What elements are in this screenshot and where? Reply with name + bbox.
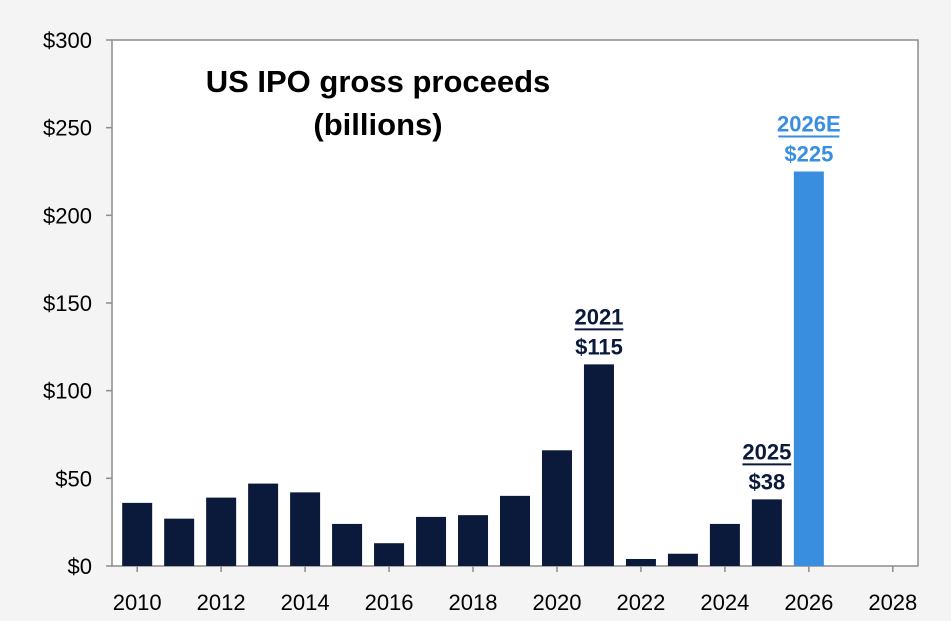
bar-2014 bbox=[290, 492, 321, 566]
bar-2024 bbox=[709, 523, 740, 566]
annotation-label-2026: 2026E bbox=[777, 112, 841, 137]
bar-2023 bbox=[667, 553, 698, 566]
bar-2013 bbox=[248, 483, 279, 566]
x-tick-label: 2016 bbox=[365, 590, 414, 615]
bar-2020 bbox=[541, 450, 572, 566]
annotation-label-2025: 2025 bbox=[742, 439, 791, 464]
bar-2010 bbox=[122, 502, 153, 566]
x-tick-label: 2012 bbox=[197, 590, 246, 615]
x-tick-label: 2022 bbox=[616, 590, 665, 615]
y-tick-label: $100 bbox=[43, 379, 92, 404]
plot-area bbox=[111, 39, 919, 567]
annotations: 2021 $115 2025 $38 2026E $225 bbox=[574, 112, 840, 495]
bar-2012 bbox=[206, 497, 237, 566]
annotation-value-2026: $225 bbox=[784, 142, 833, 167]
bar-2016 bbox=[374, 543, 405, 566]
y-tick-label: $250 bbox=[43, 116, 92, 141]
chart-title: US IPO gross proceeds bbox=[206, 64, 551, 99]
y-tick-label: $200 bbox=[43, 203, 92, 228]
x-tick-label: 2026 bbox=[784, 590, 833, 615]
bar-2017 bbox=[416, 516, 447, 566]
x-tick-label: 2014 bbox=[281, 590, 330, 615]
bars-layer bbox=[122, 171, 824, 566]
x-tick-label: 2018 bbox=[449, 590, 498, 615]
bar-2026 bbox=[793, 171, 824, 566]
bar-2022 bbox=[625, 558, 656, 566]
y-axis: $0 $50 $100 $150 $200 $250 $300 bbox=[43, 28, 112, 579]
x-tick-label: 2020 bbox=[533, 590, 582, 615]
annotation-value-2021: $115 bbox=[575, 334, 623, 359]
x-tick-label: 2028 bbox=[868, 590, 917, 615]
chart-subtitle: (billions) bbox=[313, 107, 442, 142]
y-tick-label: $300 bbox=[43, 28, 92, 53]
bar-2019 bbox=[500, 495, 530, 566]
bar-2015 bbox=[332, 523, 363, 566]
bar-2018 bbox=[458, 515, 489, 566]
x-axis: 2010 2012 2014 2016 2018 2020 2022 2024 2026 2028 bbox=[113, 566, 917, 615]
bar-2021 bbox=[583, 364, 614, 566]
annotation-value-2025: $38 bbox=[749, 469, 786, 494]
x-tick-label: 2024 bbox=[700, 590, 749, 615]
bar-2011 bbox=[164, 518, 195, 566]
y-tick-label: $50 bbox=[55, 466, 92, 491]
annotation-label-2021: 2021 bbox=[574, 304, 623, 329]
y-tick-label: $0 bbox=[68, 554, 92, 579]
y-tick-label: $150 bbox=[43, 291, 92, 316]
bar-2025 bbox=[751, 499, 782, 566]
x-tick-label: 2010 bbox=[113, 590, 162, 615]
